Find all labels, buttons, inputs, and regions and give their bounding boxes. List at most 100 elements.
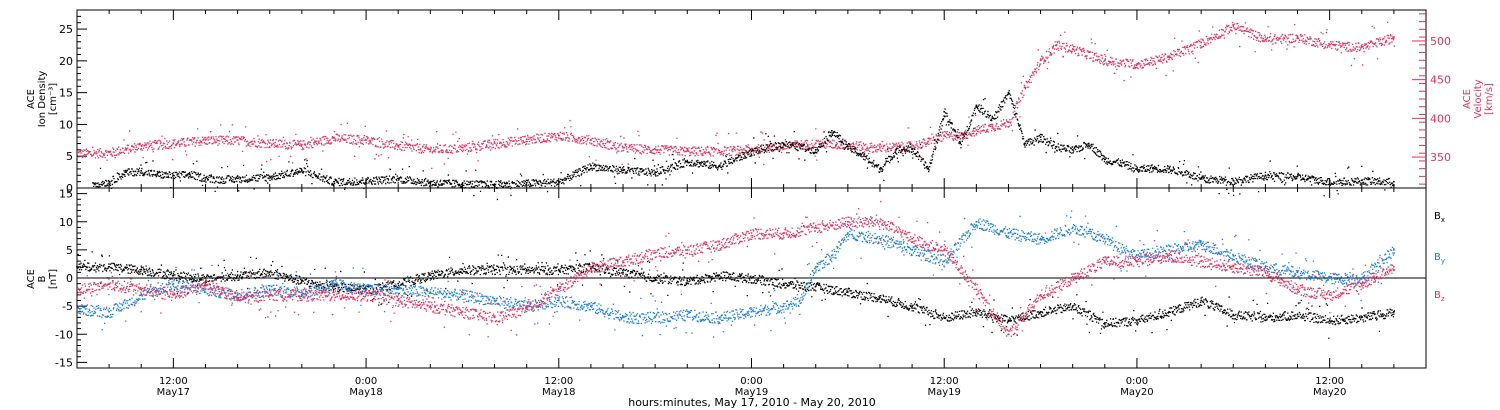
ion-density-series-point <box>718 164 721 167</box>
ion-density-series-point <box>911 147 913 150</box>
by-series-point <box>172 282 175 285</box>
top-right-axis: 350 400 450 500 <box>1412 13 1451 185</box>
bz-series-point <box>1039 294 1042 296</box>
by-series-point <box>911 249 913 251</box>
velocity-series-point <box>365 139 367 141</box>
bx-series-point <box>525 268 528 271</box>
bx-series-point <box>397 282 399 285</box>
ion-density-series-point <box>782 142 785 145</box>
by-series-point <box>493 299 496 302</box>
bz-series-point <box>1328 294 1331 296</box>
velocity-series-point <box>927 140 929 143</box>
bz-series-point <box>333 294 335 296</box>
bx-series-point <box>814 285 817 288</box>
x-tick-date-label: May18 <box>542 387 575 398</box>
bx-series-point <box>847 291 849 293</box>
bx-series-point <box>750 277 753 279</box>
ion-density-series-point <box>590 164 592 167</box>
by-series-point <box>879 237 881 240</box>
ion-density-series-point <box>927 168 929 170</box>
bz-series-point <box>654 251 656 254</box>
ion-density-series-point <box>1152 166 1154 169</box>
bz-series-point <box>686 249 689 251</box>
bottom-legend: Bx By Bz <box>1434 211 1445 303</box>
x-axis-labels: 12:00May170:00May1812:00May180:00May1912… <box>157 376 1347 398</box>
by-series-point <box>622 316 624 319</box>
bz-series-point <box>429 305 432 307</box>
ion-density-series-point <box>236 177 239 180</box>
by-series-point <box>268 288 271 291</box>
bz-series-point <box>622 260 624 262</box>
ion-density-series-point <box>879 168 881 170</box>
velocity-series-point <box>879 146 881 149</box>
velocity-series-point <box>991 125 994 127</box>
ion-density-series-point <box>140 170 143 172</box>
by-series-point <box>1393 249 1395 251</box>
x-tick-time-label: 0:00 <box>740 376 762 387</box>
velocity-series <box>77 21 1395 170</box>
bottom-left-tick-label: 5 <box>66 244 73 257</box>
ion-density-series-point <box>429 181 432 184</box>
bx-series-point <box>654 277 656 279</box>
bx-series-point <box>718 274 721 276</box>
by-series-point <box>1232 254 1235 257</box>
x-tick-date-label: May19 <box>928 387 961 398</box>
by-series-point <box>814 265 817 268</box>
bx-series-point <box>557 268 560 271</box>
x-tick-time-label: 12:00 <box>159 376 188 387</box>
bx-series-point <box>1264 316 1267 319</box>
bz-series-point <box>814 226 817 229</box>
ion-density-series-point <box>1087 142 1090 145</box>
velocity-series-point <box>429 148 432 151</box>
by-series-point <box>236 294 239 296</box>
velocity-series-point <box>1039 59 1042 62</box>
top-left-tick-label: 0 <box>66 182 73 195</box>
top-left-tick-label: 25 <box>59 23 73 36</box>
top-x-axis-ticks <box>76 10 1427 188</box>
x-tick-date-label: May18 <box>349 387 382 398</box>
bz-series-point <box>1071 277 1074 279</box>
velocity-series-point <box>1200 41 1202 44</box>
ion-density-series-point <box>1296 175 1299 178</box>
ion-density-series-point <box>1264 174 1267 177</box>
velocity-series-point <box>959 134 962 137</box>
velocity-series-point <box>204 139 207 141</box>
legend-subscript: z <box>1441 295 1445 303</box>
bx-series-point <box>1071 305 1074 307</box>
bz-series-point <box>1104 260 1106 262</box>
bx-series-point <box>911 305 913 307</box>
by-series-point <box>943 260 946 262</box>
bx-series-point <box>1328 319 1331 321</box>
x-tick-date-label: May19 <box>735 387 768 398</box>
bz-series-point <box>172 294 175 296</box>
ion-density-series-point <box>156 173 159 175</box>
ion-density-series-point <box>847 145 849 148</box>
velocity-series-point <box>236 139 239 141</box>
x-tick-date-label: May20 <box>1313 387 1346 398</box>
ion-density-series-point <box>1393 180 1395 183</box>
bottom-left-axis: -15 -10 -5 0 5 10 15 <box>55 188 87 369</box>
by-series-point <box>830 254 833 257</box>
ion-density-series-point <box>1039 136 1042 138</box>
bz-series-point <box>1200 260 1202 262</box>
legend-entry-Bx: Bx <box>1434 211 1445 224</box>
bx-series-point <box>1136 319 1138 321</box>
bx-series-point <box>108 265 110 268</box>
by-series-point <box>750 310 753 313</box>
bz-series-point <box>365 294 367 296</box>
ion-density-series-point <box>1071 149 1074 151</box>
bx-series-point <box>1393 310 1395 313</box>
bx-series-point <box>140 268 143 271</box>
velocity-series-point <box>1393 36 1395 38</box>
by-series-point <box>301 291 303 293</box>
ion-density-series-point <box>92 182 94 184</box>
ion-density-series-point <box>895 149 897 151</box>
velocity-series-point <box>493 142 496 144</box>
by-series-point <box>76 308 78 310</box>
bz-series-point <box>1264 271 1267 274</box>
by-series-point <box>429 291 432 293</box>
velocity-series-point <box>654 148 656 151</box>
ion-density-series <box>93 90 1395 201</box>
